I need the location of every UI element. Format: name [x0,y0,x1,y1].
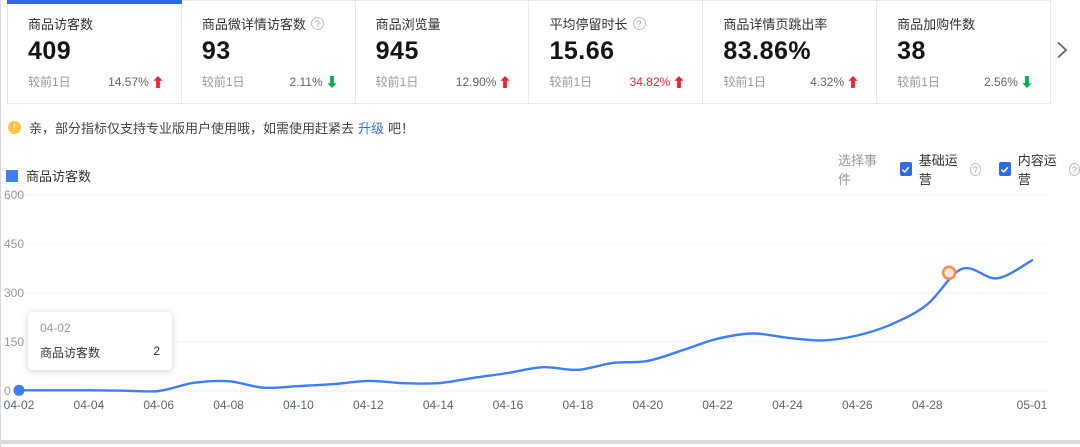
metric-title: 商品访客数 [28,17,94,32]
tooltip-row: 商品访客数 2 [40,344,160,361]
metric-title: 商品详情页跳出率 [723,17,828,32]
tooltip-value: 2 [153,344,160,358]
trend-arrow-icon [674,75,684,88]
compare-label: 较前1日 [375,75,419,89]
metric-card[interactable]: 商品详情页跳出率 ? 83.86% 较前1日 4.32% [703,1,878,103]
change-indicator: 2.56% [984,75,1032,89]
bottom-divider [0,440,1080,444]
x-axis-label: 04-16 [493,398,524,412]
event-option[interactable]: 基础运营 ? [899,150,981,188]
next-metrics-button[interactable] [1056,41,1068,59]
upgrade-link[interactable]: 升级 [358,121,385,136]
event-options: 基础运营 ? 内容运营 ? [899,150,1080,188]
x-axis-label: 04-12 [353,398,384,412]
warning-icon: ! [8,121,21,134]
compare-label: 较前1日 [201,75,245,89]
metric-value: 15.66 [549,37,615,65]
y-axis-label: 150 [4,335,24,349]
metric-title: 商品浏览量 [375,17,441,32]
event-option-label: 基础运营 [918,153,958,187]
checkbox-checked-icon[interactable] [899,162,912,176]
change-percent: 12.90% [455,74,497,89]
metric-card[interactable]: 商品访客数 ? 409 较前1日 14.57% [7,0,182,103]
metric-value: 409 [28,37,72,65]
metric-card[interactable]: 平均停留时长 ? 15.66 较前1日 34.82% [529,1,704,103]
compare-label: 较前1日 [28,75,71,89]
trend-arrow-icon [848,75,858,88]
x-axis-label: 04-04 [74,398,105,412]
x-axis-label: 04-06 [143,398,174,412]
upgrade-notice: ! 亲，部分指标仅支持专业版用户使用哦，如需使用赶紧去 升级 吧！ [8,118,414,137]
compare-label: 较前1日 [723,75,766,89]
event-option-label: 内容运营 [1017,153,1057,187]
change-percent: 14.57% [108,74,149,89]
x-axis-label: 04-22 [702,398,733,412]
x-axis-label: 04-20 [632,398,663,412]
change-indicator: 2.11% [290,75,337,89]
metric-card[interactable]: 商品微详情访客数 ? 93 较前1日 2.11% [182,1,356,103]
event-marker [941,265,957,281]
compare-label: 较前1日 [897,75,940,89]
change-indicator: 12.90% [456,75,511,89]
trend-arrow-icon [327,75,337,88]
window-left-edge [0,0,1,447]
legend-label: 商品访客数 [26,169,92,184]
x-axis-label: 04-10 [283,398,314,412]
line-chart-canvas[interactable]: 0 150 300 450 600 04-02 04-04 04-06 04-08 04-10 04… [0,185,1080,430]
change-indicator: 4.32% [810,75,858,89]
info-icon[interactable]: ? [969,162,981,176]
x-axis-label: 04-14 [423,398,454,412]
change-percent: 2.56% [983,74,1018,89]
change-indicator: 34.82% [630,75,685,89]
metric-value: 93 [201,37,231,65]
y-axis-label: 450 [4,237,24,251]
x-axis-label: 04-02 [4,398,35,412]
metric-value: 38 [897,37,926,65]
change-percent: 34.82% [629,74,671,89]
y-axis-label: 0 [4,384,11,398]
metric-value: 945 [375,37,419,65]
x-axis-label: 04-18 [563,398,594,412]
y-axis-label: 600 [4,188,24,202]
metric-card[interactable]: 商品加购件数 ? 38 较前1日 2.56% [877,1,1050,103]
series-line [17,259,1034,393]
chevron-right-icon [1057,41,1068,59]
trend-arrow-icon [153,75,163,88]
tooltip-series-name: 商品访客数 [40,346,101,360]
metric-title: 商品微详情访客数 [201,17,306,32]
metric-title: 平均停留时长 [549,17,628,32]
x-axis-label: 04-08 [213,398,244,412]
change-indicator: 14.57% [108,75,163,89]
compare-label: 较前1日 [549,75,593,89]
legend-swatch [6,169,18,182]
trend-arrow-icon [500,75,511,88]
event-filter-label: 选择事件 [838,153,878,187]
metric-value: 83.86% [723,37,812,65]
trend-arrow-icon [1022,75,1032,88]
info-icon[interactable]: ? [1068,162,1080,176]
metric-cards-row: 商品访客数 ? 409 较前1日 14.57% 商品微详情访客数 ? 93 较前… [7,0,1051,104]
event-option[interactable]: 内容运营 ? [998,150,1080,188]
x-axis-label: 04-28 [912,398,943,412]
change-percent: 4.32% [810,74,845,89]
info-icon[interactable]: ? [632,17,646,30]
y-axis-label: 300 [4,286,24,300]
tooltip-date: 04-02 [40,321,71,335]
metric-card[interactable]: 商品浏览量 ? 945 较前1日 12.90% [356,1,530,103]
change-percent: 2.11% [289,74,323,89]
notice-text: 亲，部分指标仅支持专业版用户使用哦，如需使用赶紧去 升级 吧！ [29,121,415,136]
info-icon[interactable]: ? [310,17,324,30]
metric-title: 商品加购件数 [897,17,976,32]
chart-tooltip: 04-02 商品访客数 2 [28,312,172,370]
event-filter: 选择事件 基础运营 ? 内容运营 ? [838,150,1080,188]
x-axis-label: 04-26 [842,398,873,412]
checkbox-checked-icon[interactable] [998,162,1011,176]
x-axis-label: 05-01 [1017,398,1048,412]
chart-legend-item[interactable]: 商品访客数 [6,166,91,185]
active-point-dot [13,384,25,396]
x-axis-label: 04-24 [772,398,803,412]
